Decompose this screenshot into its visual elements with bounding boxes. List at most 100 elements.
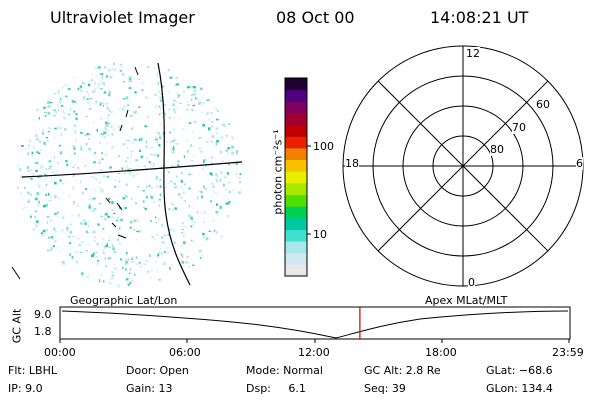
speckle	[44, 143, 46, 146]
timeline-y-axis-title: GC Alt	[10, 308, 24, 344]
speckle	[83, 97, 86, 101]
speckle	[209, 200, 212, 203]
speckle	[131, 171, 133, 173]
speckle	[80, 222, 83, 225]
speckle	[73, 100, 76, 103]
speckle	[152, 165, 155, 167]
speckle	[226, 172, 229, 175]
speckle	[154, 138, 158, 141]
speckle	[55, 104, 59, 106]
speckle	[238, 190, 242, 193]
speckle	[40, 149, 43, 151]
speckle	[62, 86, 64, 89]
speckle	[40, 164, 43, 168]
speckle	[205, 188, 207, 190]
speckle	[198, 103, 201, 106]
speckle	[188, 214, 191, 217]
speckle	[36, 192, 40, 195]
speckle	[190, 225, 193, 228]
speckle	[143, 165, 147, 167]
speckle	[136, 173, 139, 175]
speckle	[25, 148, 27, 150]
speckle	[86, 101, 90, 104]
speckle	[89, 207, 91, 210]
speckle	[36, 220, 39, 224]
speckle	[113, 62, 115, 65]
speckle	[64, 84, 67, 86]
speckle	[209, 200, 211, 202]
speckle	[75, 179, 77, 181]
speckle	[92, 209, 95, 212]
speckle	[106, 211, 109, 214]
speckle	[116, 238, 120, 241]
speckle	[193, 89, 197, 92]
speckle	[125, 183, 128, 186]
speckle	[169, 229, 171, 232]
speckle	[17, 165, 20, 167]
speckle	[111, 274, 115, 276]
speckle	[225, 202, 229, 205]
speckle	[138, 78, 141, 80]
speckle	[192, 264, 195, 266]
timeline-right-title: Apex MLat/MLT	[425, 294, 508, 307]
speckle	[186, 104, 190, 106]
speckle	[43, 141, 46, 145]
speckle	[20, 175, 23, 179]
speckle	[181, 254, 184, 258]
speckle	[97, 262, 99, 265]
speckle	[159, 251, 161, 254]
speckle	[182, 90, 186, 93]
speckle	[66, 226, 69, 229]
speckle	[155, 177, 158, 180]
speckle	[55, 111, 58, 114]
speckle	[18, 168, 22, 171]
speckle	[97, 260, 100, 262]
speckle	[59, 152, 62, 155]
speckle	[48, 167, 51, 170]
speckle	[76, 205, 79, 207]
speckle	[29, 193, 32, 196]
speckle	[190, 173, 193, 175]
speckle	[98, 203, 102, 205]
lat-label-70: 70	[512, 121, 526, 134]
speckle	[151, 146, 154, 149]
timeline-left-title: Geographic Lat/Lon	[70, 294, 178, 307]
speckle	[68, 224, 70, 226]
speckle	[211, 183, 214, 185]
speckle	[117, 172, 120, 175]
speckle	[188, 173, 191, 176]
speckle	[161, 115, 164, 118]
speckle	[44, 115, 47, 117]
speckle	[109, 109, 111, 112]
speckle	[174, 116, 176, 119]
speckle	[147, 115, 150, 118]
speckle	[136, 219, 138, 222]
speckle	[192, 86, 196, 89]
speckle	[46, 221, 48, 224]
speckle	[31, 154, 34, 156]
speckle	[149, 254, 151, 257]
lon-meridian-line	[157, 62, 191, 286]
speckle	[128, 171, 132, 173]
speckle	[232, 189, 235, 191]
speckle	[81, 272, 84, 276]
speckle	[49, 101, 53, 104]
speckle	[92, 252, 95, 255]
speckle	[32, 227, 36, 231]
speckle	[153, 238, 156, 240]
emission-speckles	[17, 62, 242, 288]
speckle	[96, 243, 100, 246]
speckle	[53, 109, 56, 111]
speckle	[128, 87, 132, 89]
speckle	[31, 172, 35, 175]
speckle	[113, 157, 116, 160]
speckle	[146, 185, 148, 189]
speckle	[199, 191, 202, 192]
speckle	[119, 243, 122, 245]
speckle	[162, 133, 164, 137]
speckle	[146, 97, 149, 100]
speckle	[211, 140, 213, 143]
speckle	[125, 258, 129, 261]
speckle	[209, 172, 213, 175]
speckle	[111, 244, 114, 248]
